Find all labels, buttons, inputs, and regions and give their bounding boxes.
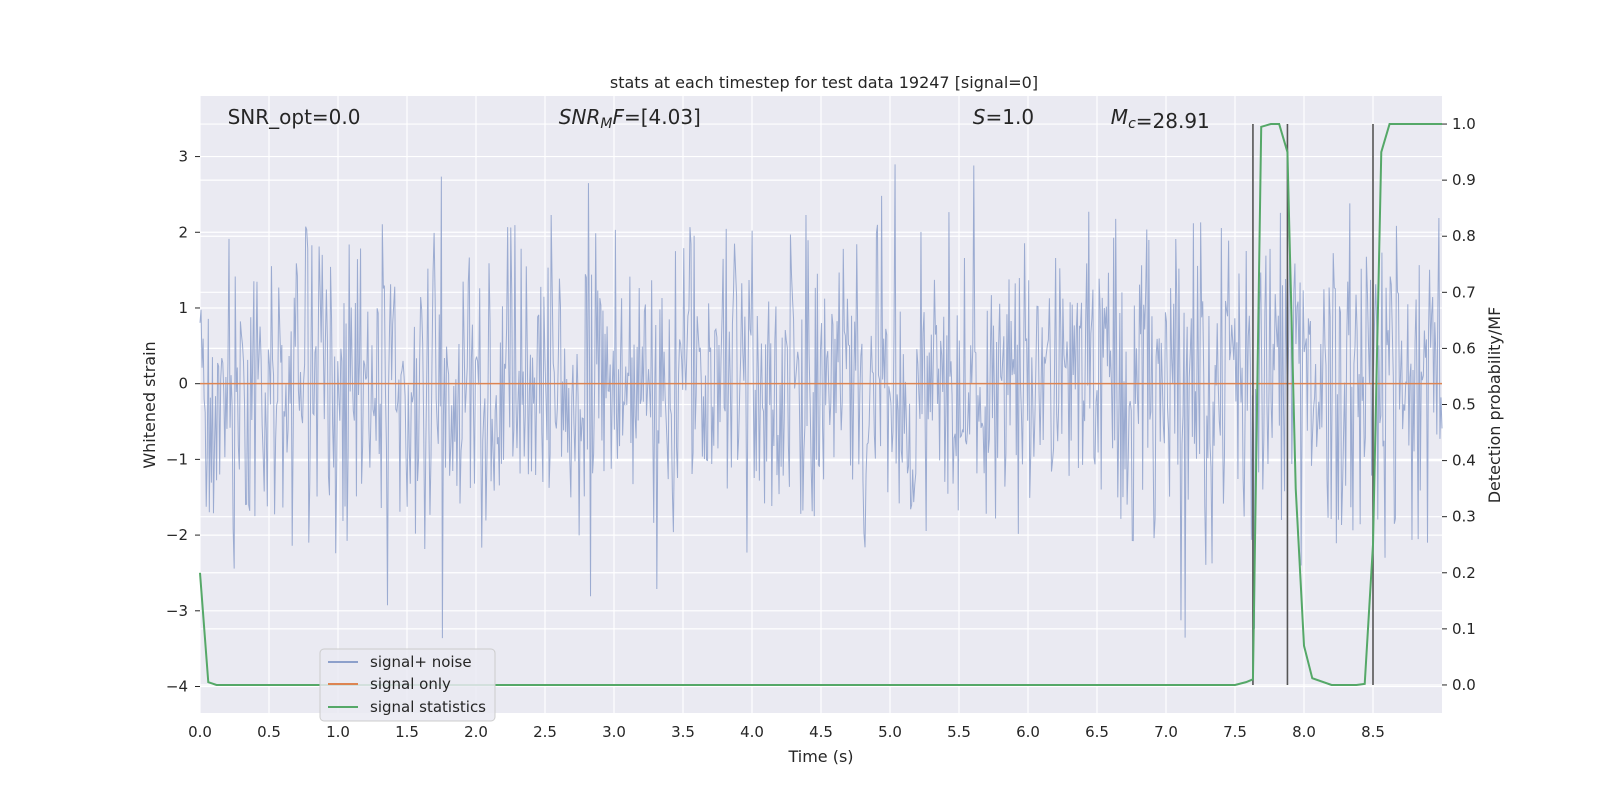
y2-tick-label: 0.2 <box>1452 564 1476 582</box>
legend: signal+ noise signal only signal statist… <box>319 648 496 722</box>
y2-tick-label: 0.8 <box>1452 227 1476 245</box>
annotation-2: S=1.0 <box>973 105 1034 129</box>
x-tick-label: 3.5 <box>671 723 695 741</box>
x-tick-label: 4.5 <box>809 723 833 741</box>
x-tick-label: 3.0 <box>602 723 626 741</box>
y2-tick-label: 0.3 <box>1452 508 1476 526</box>
y-tick-label: −2 <box>166 526 188 544</box>
legend-label-signal-only: signal only <box>370 675 451 693</box>
y2-tick-label: 0.4 <box>1452 452 1476 470</box>
x-tick-label: 8.5 <box>1361 723 1385 741</box>
y-tick-label: 2 <box>178 223 188 241</box>
annotation-0: SNR_opt=0.0 <box>228 105 361 129</box>
annotation-3: Mc=28.91 <box>1111 105 1210 133</box>
y-tick-label: 3 <box>178 148 188 166</box>
x-tick-label: 2.0 <box>464 723 488 741</box>
y2-tick-label: 0.7 <box>1452 283 1476 301</box>
chart-title: stats at each timestep for test data 192… <box>610 73 1038 92</box>
y2-tick-label: 1.0 <box>1452 115 1476 133</box>
x-tick-label: 1.5 <box>395 723 419 741</box>
x-tick-label: 4.0 <box>740 723 764 741</box>
y2-tick-label: 0.1 <box>1452 620 1476 638</box>
x-tick-label: 7.5 <box>1223 723 1247 741</box>
y-axis-right: 1.0 0.9 0.8 0.7 0.6 0.5 0.4 0.3 0.2 0.1 0.0 <box>1442 115 1476 694</box>
x-tick-label: 1.0 <box>326 723 350 741</box>
y-tick-label: 1 <box>178 299 188 317</box>
y-tick-label: −1 <box>166 450 188 468</box>
x-tick-label: 2.5 <box>533 723 557 741</box>
legend-box <box>319 648 496 722</box>
series-signal-noise <box>199 164 1443 639</box>
annotation-1: SNRMF=[4.03] <box>559 105 701 132</box>
x-tick-label: 0.0 <box>188 723 212 741</box>
x-tick-label: 0.5 <box>257 723 281 741</box>
legend-label-signal-noise: signal+ noise <box>370 653 472 671</box>
y2-tick-label: 0.0 <box>1452 676 1476 694</box>
x-tick-label: 5.0 <box>878 723 902 741</box>
x-tick-label: 6.5 <box>1085 723 1109 741</box>
y-tick-label: −3 <box>166 602 188 620</box>
x-tick-label: 6.0 <box>1016 723 1040 741</box>
y2-tick-label: 0.6 <box>1452 339 1476 357</box>
annotations: SNR_opt=0.0 SNRMF=[4.03] S=1.0 Mc=28.91 <box>228 105 1210 133</box>
y-axis-left: 3 2 1 0 −1 −2 −3 −4 <box>166 148 200 696</box>
noise-line <box>199 164 1443 639</box>
y2-tick-label: 0.9 <box>1452 171 1476 189</box>
x-axis-label: Time (s) <box>787 747 853 766</box>
legend-label-signal-statistics: signal statistics <box>370 698 486 716</box>
x-tick-label: 8.0 <box>1292 723 1316 741</box>
y-axis-label: Whitened strain <box>140 341 159 468</box>
x-tick-label: 5.5 <box>947 723 971 741</box>
y-tick-label: 0 <box>178 375 188 393</box>
y-tick-label: −4 <box>166 678 188 696</box>
x-tick-label: 7.0 <box>1154 723 1178 741</box>
x-axis: 0.0 0.5 1.0 1.5 2.0 2.5 3.0 3.5 4.0 4.5 5.0 5.5 6.0 6… <box>188 723 1385 741</box>
vertical-markers <box>1252 124 1374 685</box>
y2-axis-label: Detection probability/MF <box>1485 307 1504 504</box>
y2-tick-label: 0.5 <box>1452 396 1476 414</box>
